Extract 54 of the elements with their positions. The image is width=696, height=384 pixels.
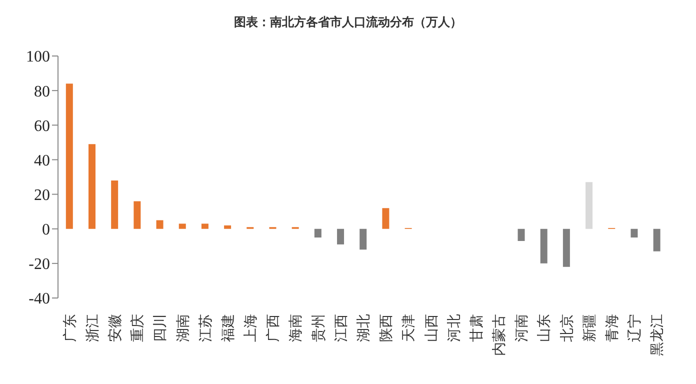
x-tick-label: 新疆 (582, 314, 598, 342)
bar (134, 201, 141, 229)
x-tick-label: 广东 (62, 314, 78, 342)
y-tick-label: 80 (34, 83, 50, 100)
bar (653, 228, 660, 252)
y-tick-label: 20 (34, 186, 50, 204)
chart-title: 图表：南北方各省市人口流动分布（万人） (233, 14, 463, 31)
bar (156, 220, 164, 229)
x-tick-label: 湖北 (356, 314, 372, 342)
x-tick-label: 江苏 (198, 314, 214, 342)
x-tick-label: 河南 (514, 314, 530, 342)
x-tick-label: 湖南 (175, 314, 192, 342)
y-tick-label: -40 (28, 290, 50, 308)
x-tick-label: 上海 (243, 314, 260, 342)
x-tick-label: 安徽 (107, 314, 124, 342)
x-tick-label: 河北 (446, 314, 462, 342)
x-tick-label: 四川 (152, 314, 169, 342)
x-tick-label: 福建 (220, 314, 236, 342)
x-tick-label: 青海 (604, 314, 621, 342)
bar (201, 224, 208, 229)
y-tick-label: 100 (26, 48, 50, 66)
bar (88, 144, 96, 229)
x-tick-label: 黑龙江 (650, 314, 666, 356)
bar (224, 225, 232, 229)
bar (178, 224, 186, 229)
y-tick-label: 0 (42, 222, 50, 239)
x-tick-label: 山东 (536, 314, 553, 342)
y-tick-label: -20 (28, 256, 50, 274)
bar (111, 180, 118, 229)
x-tick-label: 海南 (288, 314, 304, 342)
x-tick-label: 天津 (401, 314, 418, 342)
x-tick-label: 甘肃 (468, 314, 485, 342)
x-tick-label: 陕西 (378, 314, 395, 342)
bar (382, 208, 390, 229)
x-tick-label: 江西 (333, 314, 350, 342)
bar (66, 84, 73, 229)
bar (562, 228, 570, 267)
bar (630, 228, 638, 238)
y-tick-label: 60 (34, 118, 50, 135)
y-tick-label: 40 (34, 152, 50, 170)
x-tick-label: 内蒙古 (492, 314, 508, 356)
x-tick-label: 辽宁 (627, 314, 644, 342)
x-tick-label: 山西 (424, 314, 440, 342)
x-tick-label: 浙江 (84, 314, 101, 342)
bar (360, 228, 367, 250)
bar (314, 228, 322, 238)
bar (337, 228, 344, 244)
bar (518, 228, 525, 241)
x-tick-label: 重庆 (130, 314, 146, 342)
x-tick-label: 广西 (266, 314, 282, 342)
x-tick-label: 贵州 (310, 314, 327, 342)
x-tick-label: 北京 (559, 314, 576, 342)
bar (540, 228, 548, 264)
bar (586, 182, 593, 229)
